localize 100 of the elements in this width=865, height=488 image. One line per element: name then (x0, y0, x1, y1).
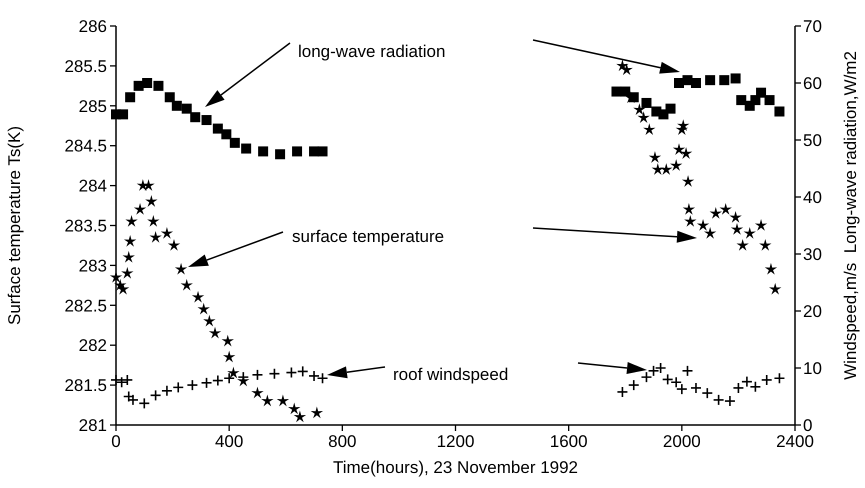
point (182, 104, 192, 114)
point (616, 386, 628, 398)
point (122, 390, 135, 402)
y2-tick-label: 30 (803, 244, 822, 264)
point (164, 92, 175, 102)
y2-axis-title: Windspeed,m/s Long-wave radiation,W/m2 (841, 51, 860, 380)
point (611, 86, 622, 97)
point (172, 382, 184, 394)
y2-tick-label: 0 (803, 416, 812, 435)
point (720, 203, 732, 215)
point (222, 334, 234, 346)
point (161, 385, 173, 397)
point (654, 362, 666, 374)
annotation: long-wave radiation (298, 42, 446, 61)
point (212, 374, 224, 386)
point (744, 226, 756, 239)
x-tick-label: 2400 (776, 432, 814, 451)
point (198, 302, 210, 315)
y2-tick-label: 60 (803, 74, 822, 93)
point (690, 78, 701, 88)
point (125, 92, 136, 102)
x-tick-label: 2000 (662, 432, 701, 451)
y-tick-label: 281 (78, 416, 107, 435)
point (138, 398, 150, 410)
point (652, 163, 664, 175)
point (724, 395, 736, 407)
point (643, 123, 656, 135)
point (759, 238, 772, 251)
point (684, 215, 697, 227)
point (756, 88, 766, 98)
point (628, 379, 640, 391)
point (160, 226, 174, 239)
point (145, 195, 158, 207)
point (316, 372, 328, 384)
point (719, 75, 730, 86)
y-axis-title: Surface temperature Ts(K) (5, 126, 24, 326)
point (180, 278, 193, 291)
point (730, 73, 741, 84)
point (672, 143, 686, 155)
y-tick-label: 284 (78, 176, 107, 196)
point (774, 106, 784, 116)
point (241, 144, 252, 154)
point (190, 112, 200, 122)
point (230, 138, 240, 148)
point (208, 326, 222, 338)
point (705, 75, 716, 86)
point (308, 370, 320, 382)
point (172, 100, 182, 111)
point (296, 366, 309, 378)
point (310, 406, 324, 418)
point (648, 365, 660, 377)
y-tick-label: 283.5 (64, 216, 107, 236)
point (701, 387, 714, 399)
point (769, 282, 782, 295)
point (710, 207, 722, 219)
y-tick-label: 285.5 (64, 56, 107, 76)
point (153, 80, 164, 91)
point (620, 86, 630, 97)
point (732, 382, 744, 394)
point (124, 234, 136, 247)
point (121, 266, 134, 279)
point (251, 386, 264, 398)
point (221, 129, 232, 140)
point (677, 119, 690, 132)
point (200, 377, 212, 389)
y-tick-label: 282 (78, 336, 107, 356)
point (670, 159, 682, 171)
x-tick-label: 0 (111, 432, 121, 451)
point (174, 262, 188, 275)
point (729, 211, 742, 223)
point (648, 151, 662, 163)
point (682, 203, 696, 215)
point (192, 290, 204, 303)
point (227, 366, 240, 378)
point (142, 78, 152, 88)
point (134, 203, 146, 215)
y2-tick-label: 50 (803, 130, 822, 150)
point (292, 146, 302, 156)
point (294, 410, 306, 422)
point (736, 238, 749, 251)
point (168, 238, 180, 251)
y-tick-label: 284.5 (64, 136, 107, 156)
point (147, 215, 160, 227)
point (712, 394, 724, 406)
point (754, 219, 768, 231)
point (202, 115, 212, 126)
point (118, 109, 128, 120)
point (223, 372, 235, 384)
point (736, 95, 746, 106)
y2-tick-label: 20 (803, 302, 822, 321)
y-tick-label: 281.5 (64, 376, 107, 396)
x-axis-title: Time(hours), 23 November 1992 (332, 458, 578, 477)
point (275, 149, 286, 160)
point (774, 372, 786, 384)
point (730, 222, 744, 235)
point (268, 368, 280, 380)
point (116, 282, 130, 295)
point (641, 98, 652, 108)
point (682, 175, 694, 187)
point (640, 371, 652, 383)
